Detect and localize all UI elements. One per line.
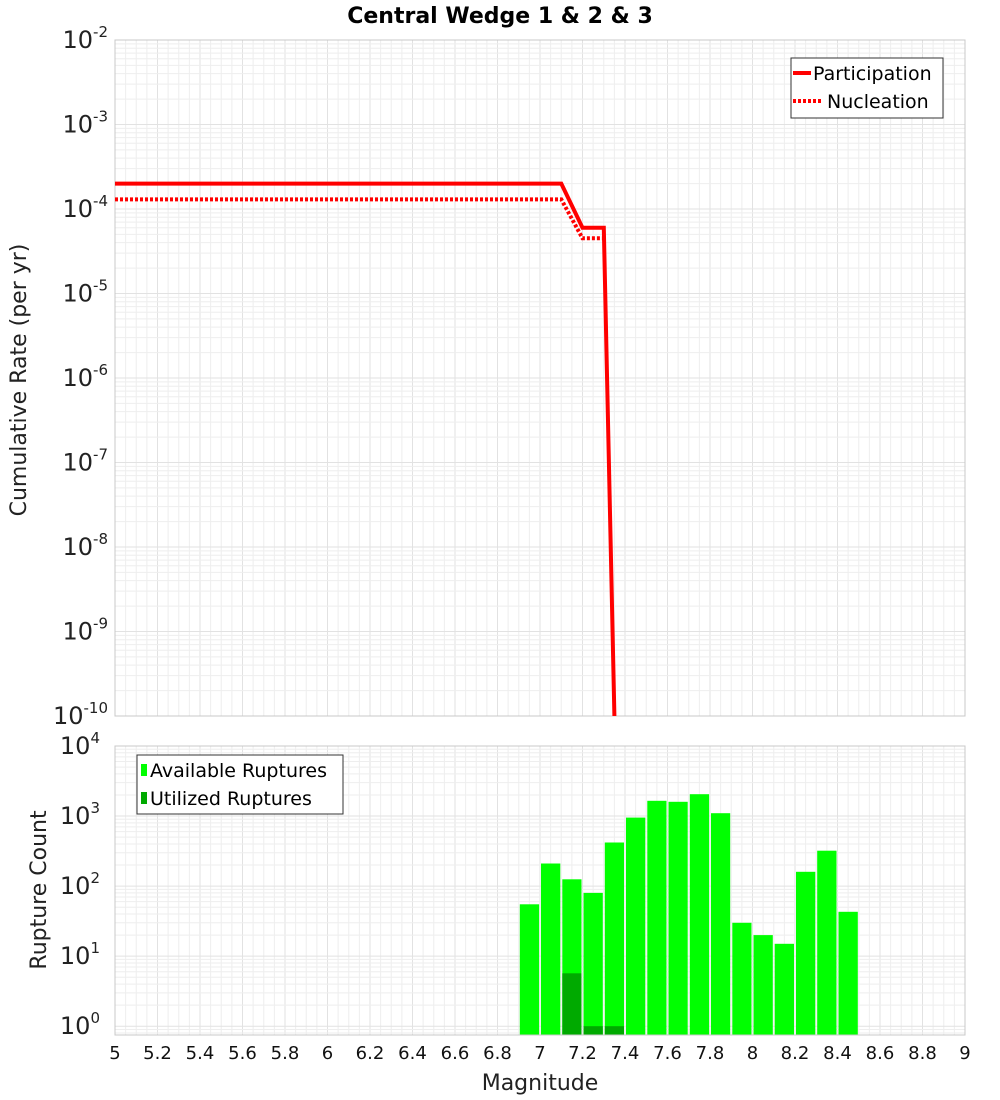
top-plot-frame: [114, 39, 966, 717]
top-y-tick-label: 10-3: [62, 108, 108, 139]
bar-available: [796, 871, 816, 1035]
bottom-bars: [519, 794, 858, 1035]
series-line-participation: [115, 181, 617, 717]
top-legend: Participation Nucleation: [790, 57, 944, 119]
bar-utilized: [562, 973, 582, 1035]
bar-available: [711, 813, 731, 1035]
bottom-y-axis-label: Rupture Count: [27, 810, 52, 970]
bar-available: [626, 817, 646, 1035]
bottom-y-tick-label: 100: [60, 1009, 100, 1040]
x-tick-label: 5.4: [186, 1043, 215, 1064]
bar-available: [583, 892, 603, 1035]
x-tick-label: 7.6: [653, 1043, 682, 1064]
bottom-plot-frame: [114, 745, 966, 1036]
legend-participation-label: Participation: [813, 63, 932, 85]
x-tick-label: 5.8: [271, 1043, 300, 1064]
legend-available-swatch: [141, 764, 147, 776]
x-axis-label: Magnitude: [482, 1071, 599, 1096]
top-y-tick-label: 10-8: [62, 530, 108, 561]
bar-available: [817, 850, 837, 1035]
x-tick-labels: 5 5.2 5.4 5.6 5.8 6 6.2 6.4 6.6 6.8 7 7.2 7.4 7.6 7.8 8…: [109, 1043, 970, 1064]
bottom-y-tick-label: 102: [60, 869, 100, 900]
bar-available: [689, 794, 710, 1035]
x-tick-label: 6.8: [483, 1043, 512, 1064]
x-tick-label: 8.6: [866, 1043, 895, 1064]
bottom-y-tick-label: 104: [60, 729, 100, 760]
bar-available: [604, 842, 624, 1035]
top-y-axis-label: Cumulative Rate (per yr): [7, 244, 32, 517]
bar-available: [541, 863, 561, 1035]
legend-available-label: Available Ruptures: [150, 760, 327, 782]
top-y-tick-label: 10-10: [53, 699, 108, 730]
bar-available: [838, 911, 858, 1035]
x-tick-label: 5: [109, 1043, 120, 1064]
x-tick-label: 6.2: [356, 1043, 385, 1064]
top-y-tick-label: 10-6: [62, 361, 108, 392]
bar-available: [732, 922, 752, 1035]
bottom-y-tick-labels: 100 101 102 103 104: [60, 729, 100, 1040]
top-y-tick-label: 10-5: [62, 277, 108, 308]
x-tick-label: 7.2: [568, 1043, 597, 1064]
bottom-y-tick-label: 101: [60, 939, 100, 970]
x-tick-label: 6.6: [441, 1043, 470, 1064]
top-y-tick-label: 10-7: [62, 446, 108, 477]
top-y-tick-label: 10-2: [62, 23, 108, 54]
bottom-legend: Available Ruptures Utilized Ruptures: [136, 754, 344, 815]
bar-available: [647, 800, 667, 1035]
bar-available: [668, 801, 688, 1035]
top-y-tick-labels: 10-10 10-9 10-8 10-7 10-6 10-5 10-4 10-3 10-2: [53, 23, 108, 730]
x-tick-label: 7: [534, 1043, 545, 1064]
bottom-y-tick-label: 103: [60, 799, 100, 830]
top-y-tick-label: 10-9: [62, 615, 108, 646]
bar-utilized: [604, 1026, 624, 1035]
x-tick-label: 5.2: [143, 1043, 172, 1064]
bar-utilized: [583, 1026, 603, 1035]
top-series-lines: [115, 181, 617, 717]
x-tick-label: 7.8: [696, 1043, 725, 1064]
chart-title: Central Wedge 1 & 2 & 3: [347, 4, 653, 29]
x-tick-label: 6.4: [398, 1043, 427, 1064]
legend-nucleation-label: Nucleation: [827, 91, 929, 113]
legend-utilized-swatch: [141, 792, 147, 804]
bar-available: [753, 935, 773, 1035]
series-line-nucleation: [115, 197, 604, 241]
x-tick-label: 8.4: [823, 1043, 852, 1064]
x-tick-label: 6: [322, 1043, 333, 1064]
x-tick-label: 8.8: [908, 1043, 937, 1064]
top-y-tick-label: 10-4: [62, 192, 108, 223]
bar-available: [519, 904, 540, 1035]
x-tick-label: 9: [959, 1043, 970, 1064]
top-plot-grid: [114, 40, 966, 717]
legend-utilized-label: Utilized Ruptures: [150, 788, 312, 810]
bar-available: [774, 943, 794, 1035]
x-tick-label: 7.4: [611, 1043, 640, 1064]
x-tick-label: 8.2: [781, 1043, 810, 1064]
x-tick-label: 8: [747, 1043, 758, 1064]
x-tick-label: 5.6: [228, 1043, 257, 1064]
